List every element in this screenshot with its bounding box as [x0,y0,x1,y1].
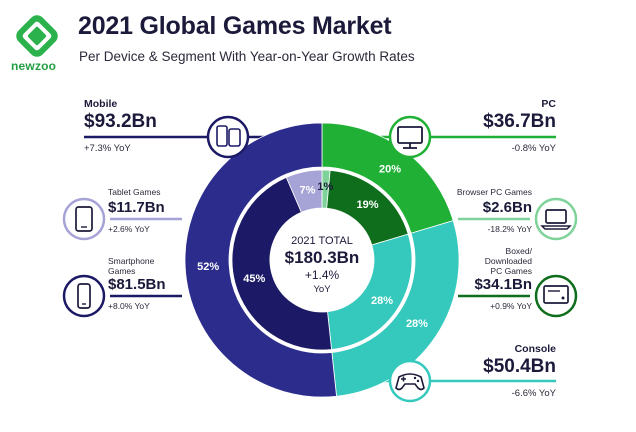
boxed-name-line2: Downloaded [484,256,532,266]
smartphone-yoy: +8.0% YoY [108,301,150,311]
page-subtitle: Per Device & Segment With Year-on-Year G… [79,49,415,64]
outer-ring [184,122,460,398]
mobile-devices-icon [206,115,250,159]
tablet-icon [62,197,106,241]
browser-value: $2.6Bn [482,199,532,216]
outer-ring-slice-mobile [184,122,337,398]
brand-name: newzoo [11,59,57,73]
console-value: $50.4Bn [483,356,556,377]
center-total-value: $180.3Bn [285,248,360,267]
outer-ring-label-mobile: 52% [197,261,219,273]
outer-ring-label-pc: 20% [379,164,401,176]
inner-ring-slice-tablet-games [285,169,323,213]
browser-yoy: -18.2% YoY [487,224,532,234]
tablet-name: Tablet Games [108,187,161,197]
smartphone-name-line2: Games [108,266,136,276]
page-title: 2021 Global Games Market [78,12,392,40]
monitor-icon [388,115,432,159]
center-growth-value: +1.4% [305,268,340,282]
browser-name: Browser PC Games [456,187,532,197]
boxed-name-line1: Boxed/ [505,246,532,256]
console-yoy: -6.6% YoY [511,388,556,399]
inner-ring-label-browser-pc-games: 1% [317,181,333,193]
mobile-value: $93.2Bn [84,111,157,132]
pc-yoy: -0.8% YoY [511,143,556,154]
console-name: Console [514,343,556,355]
center-growth-label: YoY [313,284,331,295]
pc-name: PC [541,98,556,110]
smartphone-icon [62,274,106,318]
inner-ring-label-tablet-games: 7% [299,184,315,196]
pc-value: $36.7Bn [483,111,556,132]
inner-ring-slice-smartphone-games [231,176,332,351]
center-total-label: 2021 TOTAL [291,235,353,247]
boxed-name-line3: PC Games [490,266,532,276]
mobile-yoy: +7.3% YoY [84,143,131,154]
boxed-yoy: +0.9% YoY [490,301,532,311]
newzoo-logo [16,15,58,57]
center-hole [271,209,373,311]
tablet-yoy: +2.6% YoY [108,224,150,234]
slice-labels: 20% 28% 52% 1% 19% 28% 45% 7% [197,164,428,331]
mobile-name: Mobile [84,98,118,110]
smartphone-name-line1: Smartphone [108,256,155,266]
outer-ring-label-console: 28% [406,318,428,330]
gamepad-icon [388,359,432,403]
tablet-value: $11.7Bn [108,199,165,216]
inner-ring-label-console: 28% [371,295,393,307]
boxed-value: $34.1Bn [474,276,532,293]
smartphone-value: $81.5Bn [108,276,166,293]
inner-ring [231,169,413,351]
inner-ring-label-smartphone-games: 45% [243,273,265,285]
laptop-icon [534,197,578,241]
inner-ring-label-boxed-downloaded-pc-games: 19% [357,199,379,211]
desktop-tower-icon [534,274,578,318]
